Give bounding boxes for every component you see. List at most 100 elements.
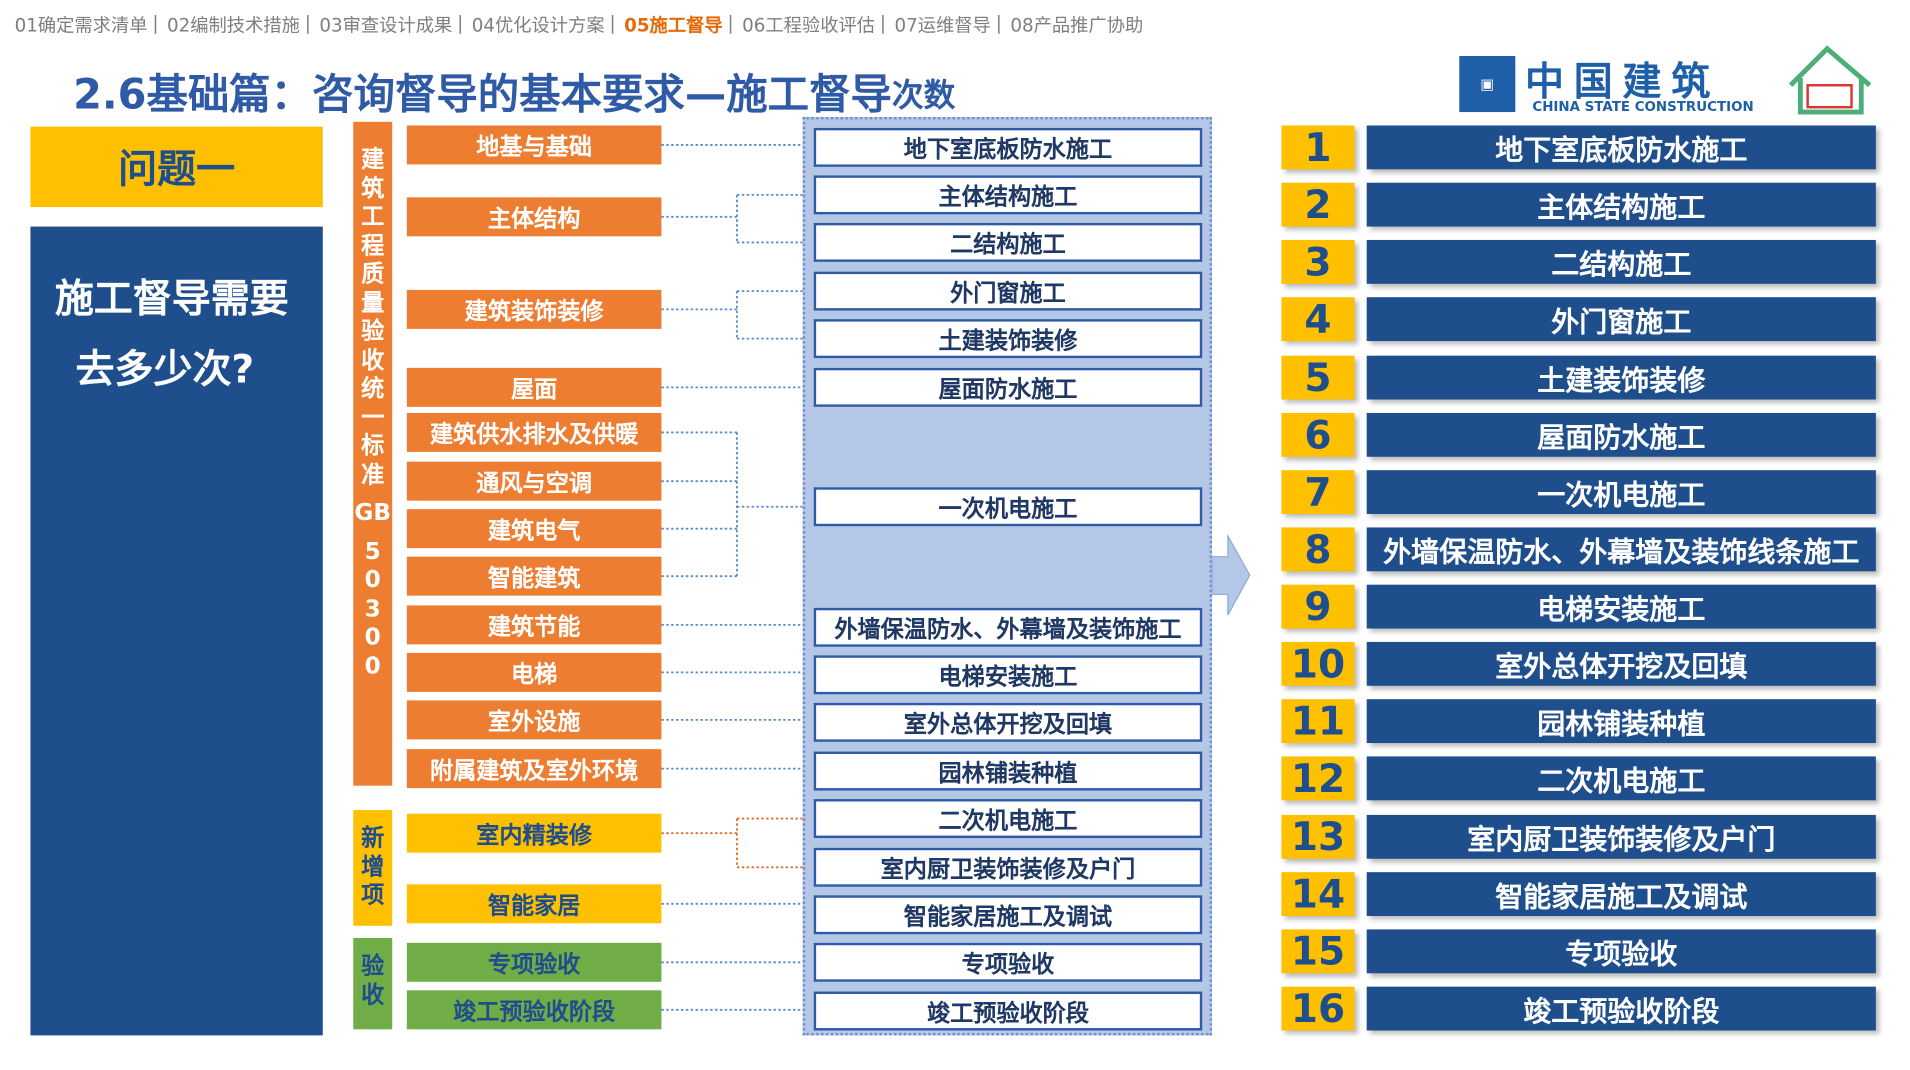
stage-item: 地下室底板防水施工 — [813, 127, 1203, 167]
step-label: 专项验收 — [1366, 929, 1876, 974]
nav-item[interactable]: 08产品推广协助 — [1010, 14, 1144, 37]
stage-item: 二次机电施工 — [813, 799, 1203, 839]
group-char: 筑 — [361, 174, 385, 202]
group-item: 竣工预验收阶段 — [406, 990, 662, 1030]
nav-separator: | — [304, 12, 311, 35]
group-char: 建 — [361, 146, 385, 173]
nav-item[interactable]: 05施工督导 — [624, 14, 723, 37]
group-item: 主体结构 — [406, 197, 662, 237]
step-number: 7 — [1281, 469, 1355, 515]
group-item: 附属建筑及室外环境 — [406, 749, 662, 789]
step-number: 13 — [1281, 813, 1355, 859]
group-item: 专项验收 — [406, 942, 662, 982]
step-label: 土建装饰装修 — [1366, 355, 1876, 399]
nav-separator: | — [727, 12, 734, 35]
group-label: 新增项 — [353, 810, 393, 926]
title: 2.6基础篇：咨询督导的基本要求—施工督导 — [73, 70, 892, 120]
group-item: 建筑装饰装修 — [406, 289, 662, 329]
group-char: 收 — [361, 346, 385, 374]
group-char: 3 — [364, 595, 381, 622]
step-number: 2 — [1281, 182, 1355, 228]
step-number: 11 — [1281, 698, 1355, 745]
step-label: 外门窗施工 — [1366, 297, 1876, 342]
group-item: 电梯 — [406, 652, 662, 692]
group-char: 质 — [361, 260, 385, 288]
group-char: GB — [354, 499, 392, 527]
logo-name: 中国建筑 — [1525, 58, 1720, 105]
title-suffix: 次数 — [891, 77, 956, 115]
step-label: 竣工预验收阶段 — [1366, 986, 1876, 1031]
stage-item: 屋面防水施工 — [813, 367, 1203, 407]
group-char: 验 — [361, 317, 385, 345]
nav-item[interactable]: 06工程验收评估 — [742, 14, 876, 37]
nav-separator: | — [457, 12, 464, 35]
nav-item[interactable]: 07运维督导 — [894, 14, 991, 37]
step-label: 地下室底板防水施工 — [1366, 125, 1876, 170]
group-char: 5 — [364, 537, 381, 565]
group-char: 量 — [361, 289, 385, 317]
stage-item: 园林铺装种植 — [813, 751, 1203, 791]
group-char: 0 — [364, 623, 381, 651]
nav-item[interactable]: 03审查设计成果 — [319, 14, 453, 37]
group-char: 统 — [361, 375, 385, 402]
group-item: 智能家居 — [406, 884, 662, 924]
nav-separator: | — [152, 12, 159, 35]
stage-item: 主体结构施工 — [813, 175, 1203, 215]
question-text: 施工督导需要 — [54, 275, 289, 322]
group-item: 室外设施 — [406, 700, 662, 740]
group-label: 验收 — [353, 937, 393, 1030]
group-label: 建筑工程质量验收统一标准 GB 5 0 3 0 0 — [353, 121, 393, 786]
step-number: 14 — [1281, 871, 1355, 917]
nav-item[interactable]: 02编制技术措施 — [166, 14, 300, 37]
step-number: 16 — [1281, 985, 1355, 1032]
step-number: 1 — [1281, 124, 1355, 171]
step-number: 3 — [1281, 239, 1355, 285]
group-item: 智能建筑 — [406, 556, 662, 596]
group-char: 工 — [361, 203, 385, 231]
step-label: 主体结构施工 — [1366, 182, 1876, 227]
step-number: 5 — [1281, 354, 1355, 400]
group-char: 标 — [361, 432, 385, 460]
group-char: 一 — [361, 403, 385, 431]
step-number: 15 — [1281, 928, 1355, 974]
step-number: 9 — [1281, 584, 1355, 630]
step-number: 4 — [1281, 296, 1355, 343]
step-label: 智能家居施工及调试 — [1366, 871, 1876, 916]
step-label: 屋面防水施工 — [1366, 412, 1876, 457]
step-label: 一次机电施工 — [1366, 469, 1876, 514]
group-char: 增 — [361, 853, 385, 881]
step-label: 二次机电施工 — [1366, 756, 1876, 801]
group-item: 室内精装修 — [406, 813, 662, 853]
step-number: 12 — [1281, 756, 1355, 802]
question-label: 问题一 — [30, 126, 323, 208]
stage-item: 电梯安装施工 — [813, 655, 1203, 695]
step-label: 室内厨卫装饰装修及户门 — [1366, 814, 1876, 859]
group-item: 地基与基础 — [406, 125, 662, 165]
stage-item: 专项验收 — [813, 942, 1203, 982]
step-number: 6 — [1281, 411, 1355, 458]
stage-item: 二结构施工 — [813, 222, 1203, 262]
logo-mark: ▣ — [1459, 56, 1516, 113]
question-text: 去多少次? — [75, 345, 255, 393]
step-label: 园林铺装种植 — [1366, 699, 1876, 744]
group-item: 建筑节能 — [406, 605, 662, 645]
step-label: 室外总体开挖及回填 — [1366, 642, 1876, 686]
group-char: 项 — [361, 881, 385, 909]
group-char: 新 — [361, 824, 385, 852]
step-number: 10 — [1281, 641, 1355, 687]
nav-item[interactable]: 04优化设计方案 — [471, 14, 605, 37]
step-label: 二结构施工 — [1366, 240, 1876, 285]
step-label: 外墙保温防水、外幕墙及装饰线条施工 — [1366, 527, 1876, 572]
group-char: 0 — [364, 566, 381, 594]
stage-item: 室外总体开挖及回填 — [813, 702, 1203, 742]
group-item: 建筑电气 — [406, 509, 662, 549]
nav-separator: | — [995, 12, 1002, 35]
group-char: 收 — [361, 981, 385, 1008]
nav-separator: | — [879, 12, 887, 35]
nav-separator: | — [609, 12, 616, 35]
step-number: 8 — [1281, 526, 1355, 572]
group-item: 通风与空调 — [406, 461, 662, 501]
nav-item[interactable]: 01确定需求清单 — [14, 14, 148, 37]
